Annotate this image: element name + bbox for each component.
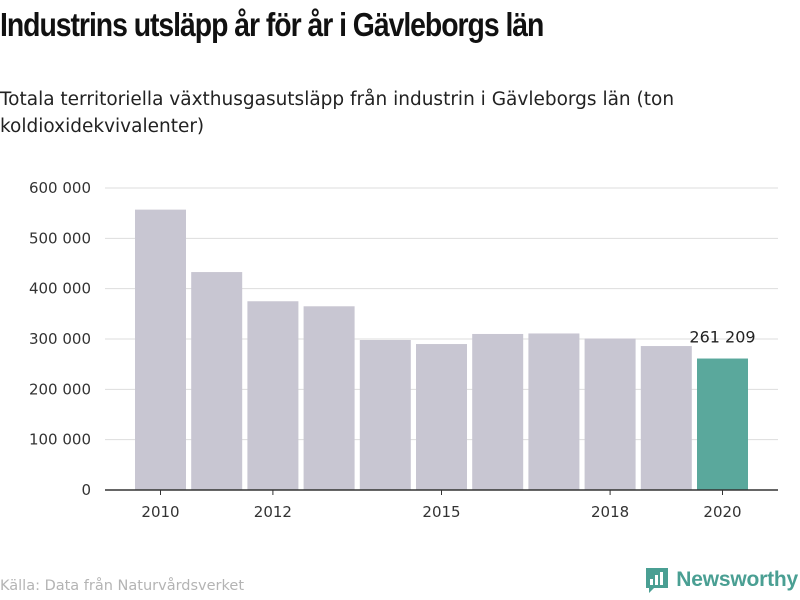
- axes: [105, 489, 778, 495]
- labels: 0 100 000 200 000 300 000 400 000 500 000 600 …: [29, 179, 756, 521]
- brand-name: Newsworthy: [676, 568, 798, 591]
- data-label: 261 209: [689, 328, 755, 347]
- y-tick-label: 200 000: [29, 380, 91, 398]
- y-tick-label: 100 000: [29, 431, 91, 449]
- chart-title: Industrins utsläpp år för år i Gävleborg…: [0, 6, 544, 43]
- y-tick-label: 0: [81, 481, 91, 499]
- bar-highlight: [697, 358, 748, 490]
- chart-subtitle: Totala territoriella växthusgasutsläpp f…: [0, 89, 675, 137]
- bar: [528, 333, 580, 490]
- newsworthy-logo-icon: [646, 568, 669, 593]
- bars: [135, 209, 748, 490]
- y-tick-label: 600 000: [29, 179, 91, 197]
- bar: [135, 209, 186, 490]
- bar: [303, 306, 355, 490]
- x-tick-label: 2012: [254, 503, 292, 521]
- bar: [247, 301, 299, 490]
- y-tick-label: 500 000: [29, 229, 91, 247]
- bar: [359, 340, 411, 490]
- bar: [191, 272, 243, 490]
- brand-logo[interactable]: Newsworthy: [644, 566, 798, 594]
- x-tick-label: 2015: [422, 503, 460, 521]
- y-tick-label: 300 000: [29, 330, 91, 348]
- x-tick-label: 2010: [141, 503, 179, 521]
- bar-chart: 0 100 000 200 000 300 000 400 000 500 000 600 …: [29, 179, 778, 521]
- bar: [584, 338, 636, 490]
- bar: [472, 333, 524, 490]
- x-tick-label: 2020: [703, 503, 741, 521]
- bar: [416, 344, 467, 490]
- x-tick-label: 2018: [591, 503, 629, 521]
- bar: [640, 346, 692, 490]
- source-note: Källa: Data från Naturvårdsverket: [0, 578, 245, 594]
- y-tick-label: 400 000: [29, 280, 91, 298]
